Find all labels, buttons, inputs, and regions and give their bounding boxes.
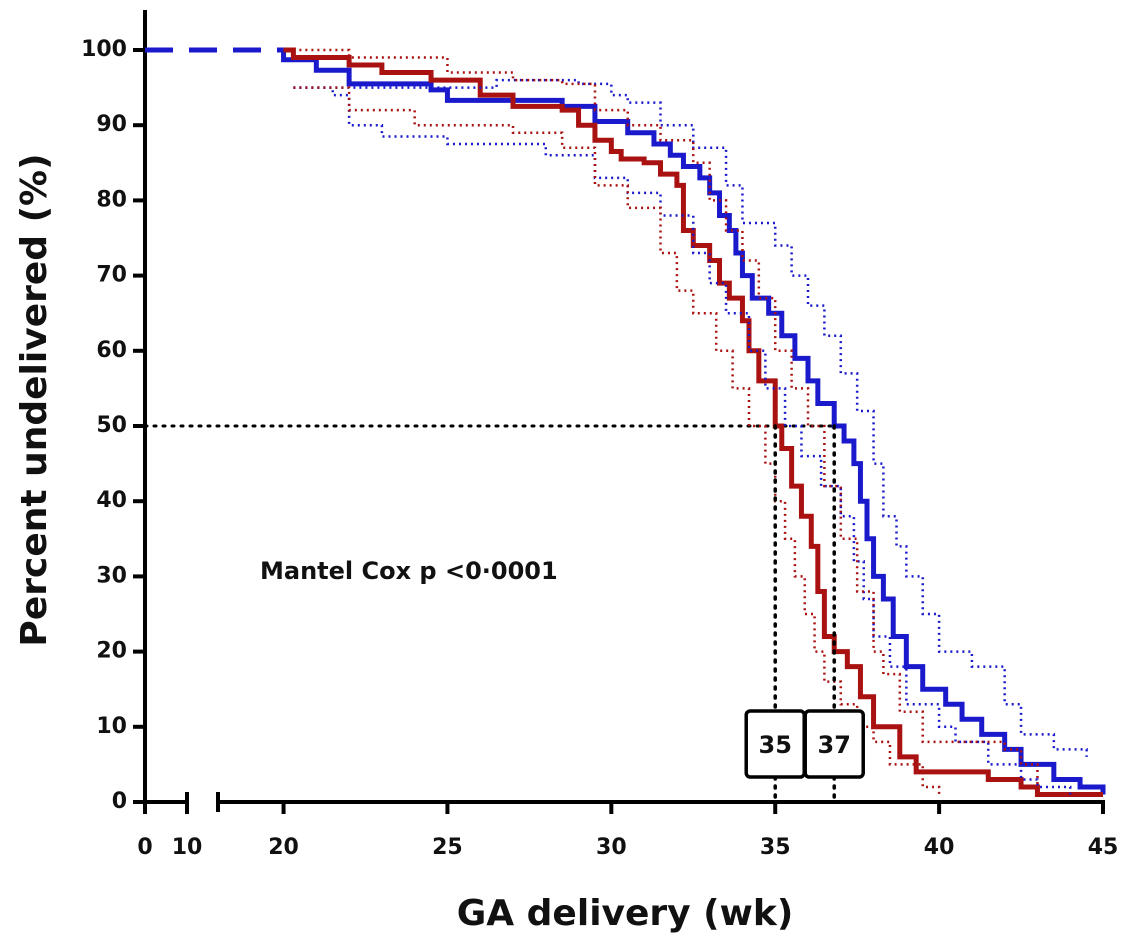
median-label: 37 [818,731,851,759]
y-tick-label: 20 [96,639,127,664]
label-box [803,709,865,779]
x-tick-label: 45 [1088,835,1119,860]
y-tick-label: 60 [96,338,127,363]
y-tick-label: 100 [81,37,127,62]
y-tick-label: 0 [112,789,127,814]
x-tick-label: 30 [596,835,627,860]
y-tick-label: 80 [96,187,127,212]
ci-line [293,86,1072,795]
x-axis-title: GA delivery (wk) [457,893,794,934]
y-tick-label: 70 [96,263,127,288]
y-tick-label: 90 [96,112,127,137]
y-axis-title: Percent undelivered (%) [14,153,55,646]
x-tick-label: 0 [137,835,152,860]
x-tick-label: 20 [268,835,299,860]
median-label: 35 [759,731,792,759]
y-tick-label: 40 [96,488,127,513]
annotation: Mantel Cox p <0·0001 [260,557,558,585]
y-tick-label: 10 [96,714,127,739]
survival-line [283,47,1103,797]
x-tick-label: 40 [924,835,955,860]
y-tick-label: 30 [96,563,127,588]
ci-line [293,48,1039,795]
survival-line [281,50,1106,795]
x-tick-label: 10 [172,835,203,860]
y-tick-label: 50 [96,413,127,438]
ci-line [293,78,1088,757]
x-tick-label: 25 [432,835,463,860]
x-tick-label: 35 [760,835,791,860]
